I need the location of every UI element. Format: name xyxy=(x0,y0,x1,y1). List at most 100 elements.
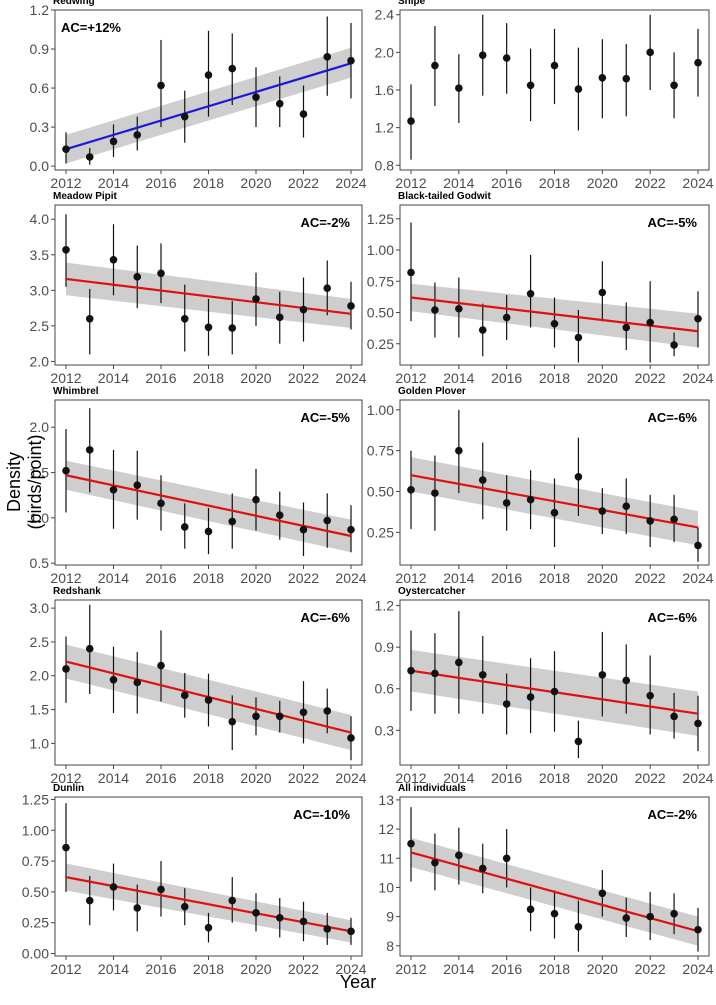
x-tick-label: 2014 xyxy=(98,770,129,786)
data-point xyxy=(526,495,535,504)
x-tick-label: 2014 xyxy=(98,370,129,386)
data-point xyxy=(180,902,189,911)
x-tick-label: 2020 xyxy=(587,570,618,586)
data-point xyxy=(228,64,237,73)
data-point xyxy=(502,313,511,322)
data-point xyxy=(252,495,260,504)
data-point xyxy=(157,269,165,278)
x-axis-label: Year xyxy=(339,972,377,992)
x-tick-label: 2012 xyxy=(395,770,426,786)
y-tick-label: 2.0 xyxy=(30,668,50,684)
panel-all-individuals: All individuals 8 9 10 11 12 13 2012 2014 2016 201… xyxy=(378,783,713,977)
y-tick-label: 0.25 xyxy=(22,915,49,931)
y-tick-label: 1.6 xyxy=(375,82,395,98)
data-point xyxy=(299,917,308,926)
y-tick-label: 2.0 xyxy=(30,353,50,369)
y-tick-label: 0.25 xyxy=(367,336,394,352)
data-point xyxy=(407,839,415,848)
ac-annotation: AC=-6% xyxy=(648,410,698,425)
panel-black-tailed-godwit: Black-tailed Godwit 0.25 0.50 0.75 1.00 1.25 2… xyxy=(367,191,714,386)
y-tick-label: 0.25 xyxy=(367,524,394,540)
y-tick-label: 0.6 xyxy=(30,80,50,96)
data-point xyxy=(204,923,213,932)
x-tick-label: 2016 xyxy=(491,370,522,386)
data-point xyxy=(133,678,142,687)
data-point xyxy=(347,302,355,310)
x-tick-label: 2022 xyxy=(635,570,666,586)
x-tick-label: 2012 xyxy=(395,370,426,386)
y-tick-label: 2.0 xyxy=(375,44,395,60)
data-point xyxy=(133,481,142,490)
data-point xyxy=(228,324,237,332)
data-point xyxy=(526,81,535,90)
data-point xyxy=(526,289,535,298)
y-tick-label: 11 xyxy=(379,850,394,866)
x-tick-label: 2014 xyxy=(98,175,129,191)
x-tick-label: 2018 xyxy=(193,175,224,191)
data-point xyxy=(670,712,678,721)
y-tick-label: 1.2 xyxy=(375,120,395,136)
data-point xyxy=(622,502,631,510)
y-tick-label: 0.75 xyxy=(367,273,394,289)
x-tick-label: 2024 xyxy=(335,770,366,786)
data-point xyxy=(323,284,332,293)
data-point xyxy=(252,93,260,101)
x-tick-label: 2022 xyxy=(635,370,666,386)
ac-annotation: AC=-5% xyxy=(301,410,351,425)
data-point xyxy=(646,912,654,921)
x-tick-label: 2016 xyxy=(145,570,176,586)
data-point xyxy=(574,923,583,931)
x-tick-label: 2018 xyxy=(193,570,224,586)
data-point xyxy=(109,883,118,891)
panel-title: Meadow Pipit xyxy=(53,191,118,202)
x-tick-label: 2018 xyxy=(193,961,224,977)
x-tick-label: 2018 xyxy=(539,370,570,386)
x-tick-label: 2016 xyxy=(491,570,522,586)
data-point xyxy=(478,51,487,59)
ac-annotation: AC=-6% xyxy=(648,610,698,625)
data-point xyxy=(502,700,511,708)
data-point xyxy=(109,675,118,684)
data-point xyxy=(109,485,118,494)
y-tick-label: 0.50 xyxy=(367,483,394,499)
data-point xyxy=(228,717,237,726)
y-tick-label: 1.0 xyxy=(30,510,50,526)
trend-line xyxy=(65,62,352,151)
data-point xyxy=(204,696,213,704)
data-point xyxy=(62,665,70,673)
data-point xyxy=(598,507,607,515)
data-point xyxy=(85,153,94,161)
data-point xyxy=(299,305,308,314)
y-tick-label: 2.4 xyxy=(375,7,395,23)
x-tick-label: 2020 xyxy=(240,370,271,386)
x-tick-label: 2014 xyxy=(443,570,474,586)
data-point xyxy=(204,527,213,536)
data-point xyxy=(62,843,70,852)
data-point xyxy=(646,318,654,327)
x-tick-label: 2018 xyxy=(539,961,570,977)
data-point xyxy=(252,712,260,721)
panel-dunlin: Dunlin 0.00 0.25 0.50 0.75 1.00 1.25 2012 2014 20… xyxy=(22,783,367,977)
y-tick-label: 12 xyxy=(378,821,394,837)
data-point xyxy=(455,446,463,455)
x-tick-label: 2020 xyxy=(587,175,618,191)
data-point xyxy=(275,913,284,922)
data-point xyxy=(646,48,654,57)
y-tick-label: 3.0 xyxy=(30,600,50,616)
y-tick-label: 0.3 xyxy=(375,722,395,738)
ac-annotation: AC=-10% xyxy=(293,807,350,822)
data-point xyxy=(598,73,607,82)
x-tick-label: 2020 xyxy=(240,570,271,586)
x-tick-label: 2020 xyxy=(587,961,618,977)
data-point xyxy=(180,314,189,323)
y-tick-label: 1.2 xyxy=(30,2,50,18)
data-point xyxy=(407,666,415,675)
data-point xyxy=(109,255,118,264)
data-point xyxy=(299,525,308,534)
data-point xyxy=(252,295,260,303)
ac-annotation: AC=-6% xyxy=(301,610,351,625)
ac-annotation: AC=-5% xyxy=(648,215,698,230)
x-tick-label: 2016 xyxy=(491,175,522,191)
data-point xyxy=(598,889,607,898)
